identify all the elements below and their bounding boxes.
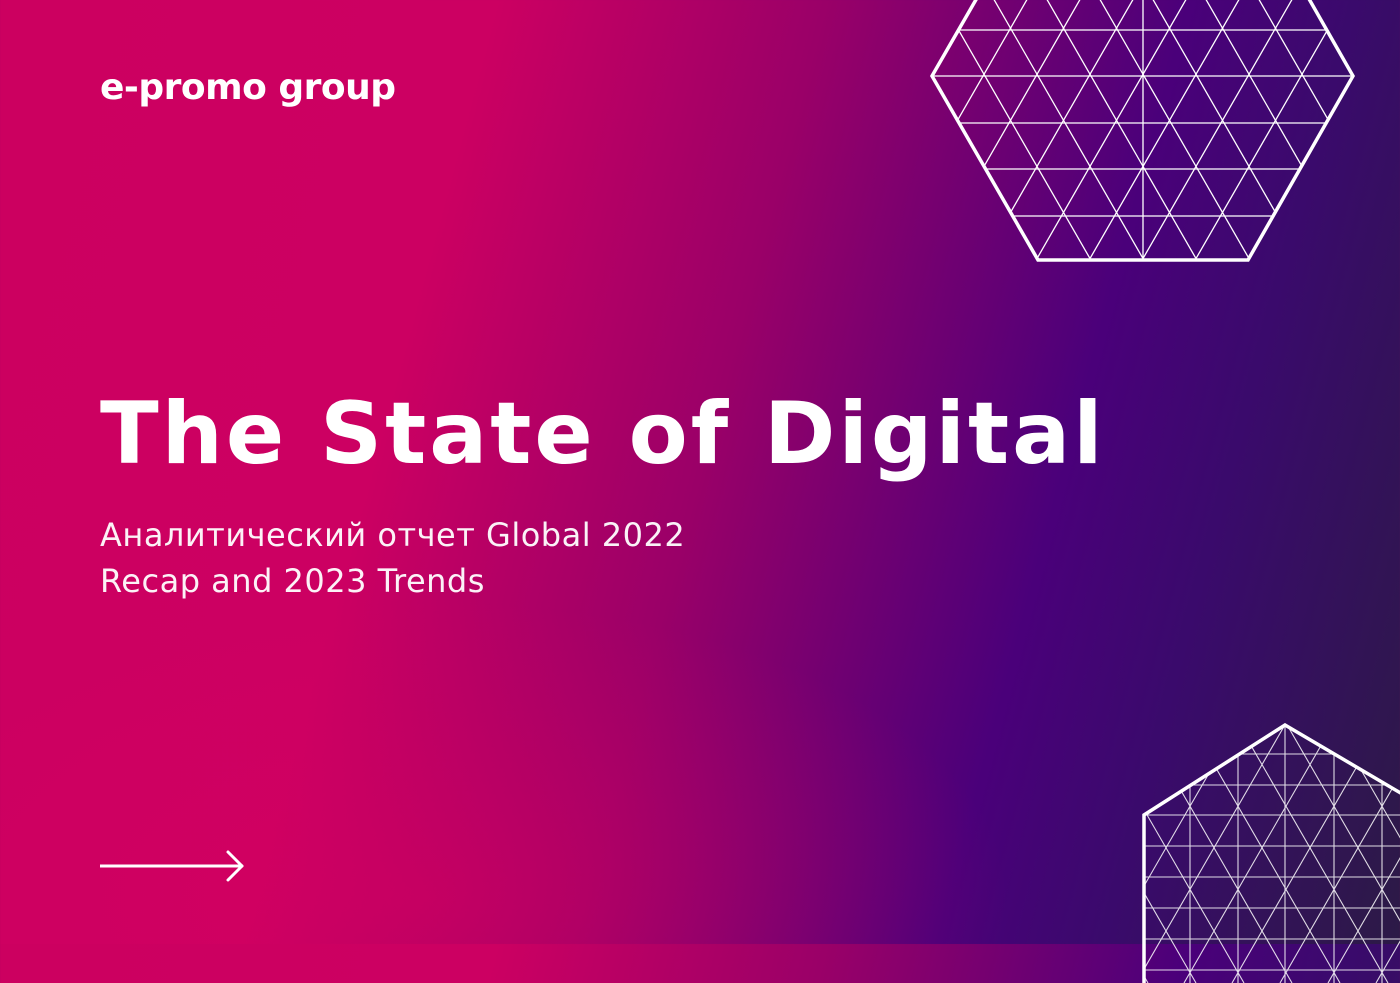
page-subtitle: Аналитический отчет Global 2022 Recap an…	[100, 512, 685, 604]
page-title: The State of Digital	[100, 384, 1106, 484]
hexagon-grid-top	[930, 0, 1355, 262]
arrow-right-icon[interactable]	[100, 849, 246, 883]
subtitle-line-1: Аналитический отчет Global 2022	[100, 516, 686, 554]
subtitle-line-2: Recap and 2023 Trends	[100, 562, 485, 600]
hexagon-grid-bottom	[1142, 723, 1400, 983]
brand-logo[interactable]: e-promo group	[100, 67, 396, 108]
